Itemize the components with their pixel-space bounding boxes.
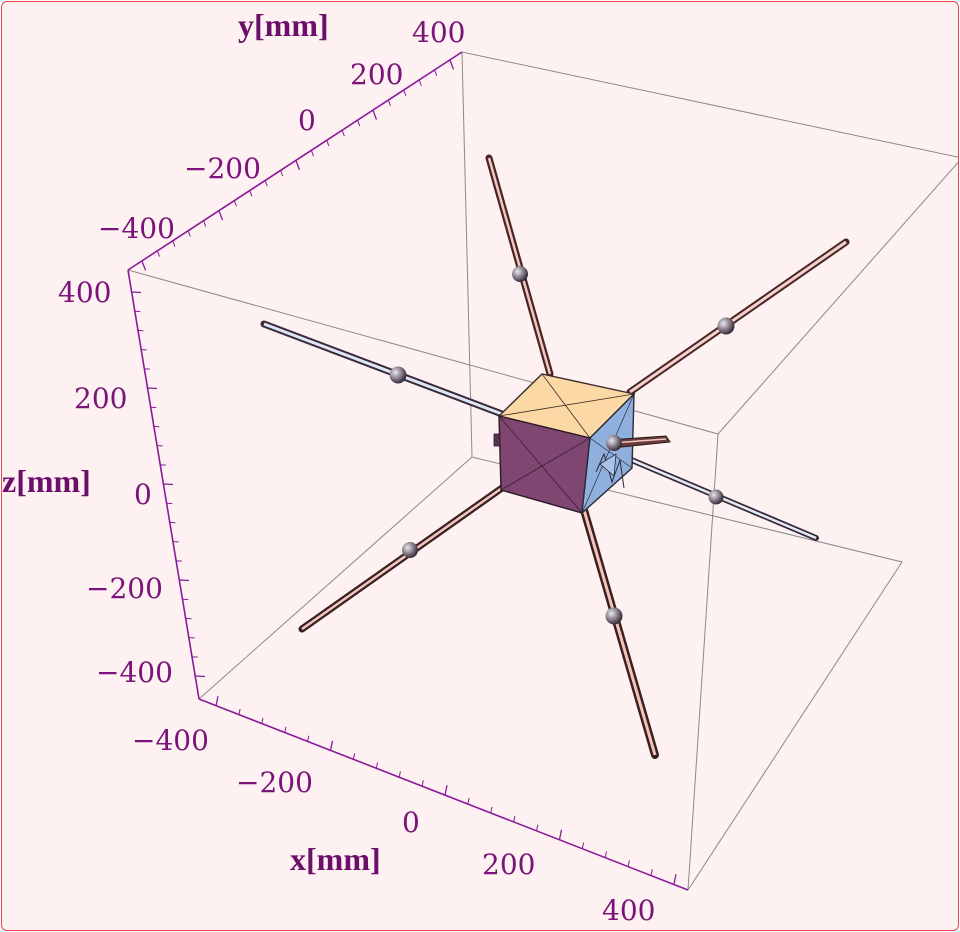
minor-tick	[264, 180, 268, 187]
minor-tick	[307, 735, 310, 742]
x-tick-label: 400	[602, 894, 655, 927]
minor-tick	[172, 240, 176, 247]
minor-tick	[233, 200, 237, 207]
boom-joint-sphere	[402, 542, 418, 558]
z-tick-label: −400	[96, 656, 173, 689]
boom-joint-sphere	[512, 266, 528, 282]
minor-tick	[581, 842, 585, 849]
boom-up	[485, 154, 554, 378]
y-tick-labels: −400 −200 0 200 400	[98, 16, 465, 245]
major-tick	[218, 210, 224, 221]
y-tick-label: 400	[412, 16, 465, 49]
z-tick-label: 200	[74, 382, 127, 415]
boom-joint-sphere	[708, 489, 724, 505]
major-tick	[449, 59, 455, 70]
minor-tick	[403, 89, 407, 96]
x-tick-label: −400	[132, 724, 209, 757]
major-tick	[146, 387, 158, 390]
minor-tick	[467, 797, 470, 805]
x-tick-label: 200	[482, 848, 535, 881]
z-tick-label: 0	[134, 478, 152, 511]
minor-tick	[513, 815, 516, 822]
boom-right	[619, 453, 819, 541]
major-tick	[329, 740, 334, 751]
minor-tick	[352, 753, 356, 760]
major-tick	[372, 110, 378, 120]
minor-tick	[238, 708, 241, 716]
minor-tick	[627, 860, 630, 867]
minor-tick	[536, 824, 539, 831]
major-tick	[194, 675, 206, 678]
minor-tick	[375, 762, 378, 769]
boom-joint-sphere	[605, 607, 623, 625]
major-tick	[162, 483, 174, 486]
z-tick-label: 400	[58, 276, 111, 309]
major-tick	[673, 874, 677, 885]
boom-down	[580, 506, 659, 759]
y-tick-label: 0	[298, 104, 316, 137]
x-tick-label: −200	[236, 766, 313, 799]
boom-left	[260, 320, 506, 418]
minor-tick	[357, 120, 361, 127]
minor-tick	[310, 150, 314, 157]
y-tick-label: −200	[184, 152, 261, 185]
boom-upper-right	[626, 238, 850, 396]
minor-tick	[418, 79, 422, 86]
minor-tick	[261, 717, 264, 724]
major-tick	[558, 829, 563, 840]
minor-tick	[421, 780, 424, 787]
antenna-sphere	[606, 435, 622, 451]
y-axis	[127, 51, 463, 271]
z-tick-labels: 400 200 0 −200 −400	[58, 276, 173, 689]
major-tick	[295, 160, 301, 171]
antenna	[606, 435, 671, 451]
minor-tick	[280, 170, 284, 177]
y-tick-label: 200	[350, 58, 403, 91]
minor-tick	[341, 130, 345, 137]
z-axis	[127, 269, 206, 700]
z-tick-label: −200	[86, 572, 163, 605]
minor-tick	[434, 69, 438, 76]
x-axis-label: x[mm]	[290, 841, 381, 877]
x-axis	[198, 696, 689, 891]
x-tick-labels: −400 −200 0 200 400	[132, 724, 655, 927]
major-tick	[178, 579, 190, 582]
minor-tick	[650, 869, 653, 876]
minor-tick	[249, 190, 253, 197]
y-tick-label: −400	[98, 212, 175, 245]
x-tick-label: 0	[402, 806, 420, 839]
minor-tick	[387, 100, 391, 107]
cube-body	[493, 373, 636, 515]
minor-tick	[604, 851, 607, 858]
z-axis-label: z[mm]	[2, 463, 91, 499]
minor-tick	[203, 220, 207, 227]
boom-joint-sphere	[717, 317, 735, 335]
boom-joint-sphere	[389, 366, 407, 384]
major-tick	[130, 291, 142, 294]
spacecraft	[260, 154, 850, 759]
minor-tick	[156, 250, 160, 257]
minor-tick	[326, 140, 330, 147]
major-tick	[444, 785, 448, 796]
major-tick	[141, 260, 147, 271]
boom-lower-left	[298, 484, 506, 633]
minor-tick	[284, 726, 287, 733]
major-tick	[215, 696, 219, 707]
minor-tick	[490, 806, 493, 813]
minor-tick	[187, 230, 191, 237]
minor-tick	[398, 771, 401, 778]
y-axis-label: y[mm]	[238, 7, 329, 43]
